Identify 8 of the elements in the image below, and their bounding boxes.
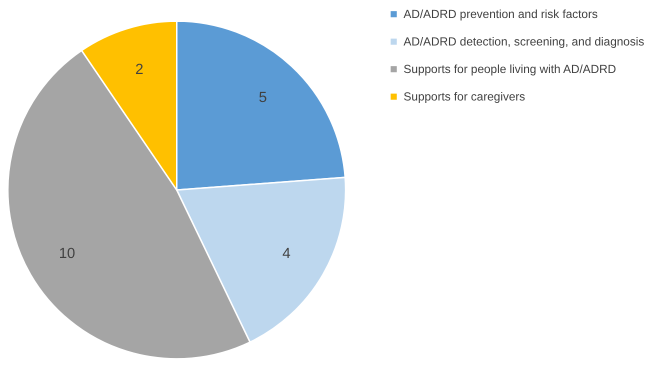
data-label: 2 bbox=[135, 62, 144, 78]
data-label: 10 bbox=[58, 246, 76, 262]
legend-label: Supports for caregivers bbox=[404, 90, 526, 104]
data-label: 5 bbox=[258, 90, 267, 106]
legend-label: AD/ADRD prevention and risk factors bbox=[404, 8, 598, 22]
legend-label: Supports for people living with AD/ADRD bbox=[404, 63, 616, 76]
legend-label: AD/ADRD detection, screening, and diagnosis bbox=[404, 36, 644, 49]
data-label: 4 bbox=[282, 246, 291, 262]
